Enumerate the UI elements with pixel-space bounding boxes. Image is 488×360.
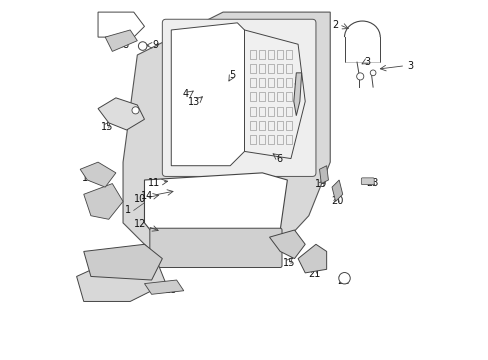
Polygon shape [293, 73, 301, 116]
Bar [258, 78, 264, 87]
Bar [267, 50, 274, 59]
Polygon shape [331, 180, 342, 202]
Bar [249, 78, 256, 87]
Polygon shape [298, 244, 326, 273]
Bar [276, 121, 283, 130]
FancyBboxPatch shape [162, 19, 315, 176]
Text: 1: 1 [125, 205, 131, 215]
Text: 14: 14 [141, 191, 153, 201]
Polygon shape [80, 162, 116, 187]
Polygon shape [123, 12, 329, 266]
Text: 11: 11 [148, 178, 160, 188]
Bar [258, 64, 264, 73]
Polygon shape [144, 173, 287, 258]
Bar [276, 93, 283, 102]
Bar [285, 93, 291, 102]
Text: 13: 13 [187, 97, 200, 107]
Text: 15: 15 [101, 122, 113, 132]
Polygon shape [244, 30, 305, 158]
Text: 18: 18 [165, 285, 177, 295]
Text: 8: 8 [122, 40, 129, 50]
Text: 20: 20 [330, 196, 343, 206]
Text: 10: 10 [134, 194, 146, 203]
Polygon shape [98, 98, 144, 130]
Bar [276, 107, 283, 116]
Text: 7: 7 [294, 77, 300, 87]
Bar [267, 135, 274, 144]
Bar [267, 107, 274, 116]
Bar [285, 107, 291, 116]
Text: 9: 9 [152, 40, 158, 50]
Bar [258, 135, 264, 144]
Text: 3: 3 [407, 61, 413, 71]
Polygon shape [319, 166, 328, 184]
Polygon shape [83, 244, 162, 280]
Bar [285, 135, 291, 144]
Bar [285, 64, 291, 73]
Polygon shape [171, 23, 244, 166]
Circle shape [138, 42, 147, 50]
Text: 16: 16 [82, 173, 94, 183]
Bar [267, 121, 274, 130]
Bar [276, 135, 283, 144]
Text: 22: 22 [337, 276, 349, 286]
Bar [249, 50, 256, 59]
Polygon shape [77, 258, 165, 301]
Text: 4: 4 [182, 89, 188, 99]
Text: 3: 3 [364, 57, 370, 67]
Bar [258, 93, 264, 102]
Bar [285, 50, 291, 59]
Bar [285, 78, 291, 87]
Bar [267, 93, 274, 102]
Polygon shape [144, 280, 183, 294]
Bar [249, 135, 256, 144]
Bar [249, 64, 256, 73]
Bar [267, 64, 274, 73]
Polygon shape [269, 230, 305, 258]
Circle shape [338, 273, 349, 284]
Bar [276, 50, 283, 59]
Circle shape [356, 73, 363, 80]
Text: 18: 18 [91, 201, 103, 211]
Bar [276, 64, 283, 73]
Circle shape [132, 107, 139, 114]
Bar [267, 78, 274, 87]
Text: 23: 23 [366, 178, 378, 188]
Bar [249, 107, 256, 116]
Text: 2: 2 [332, 19, 338, 30]
Bar [258, 107, 264, 116]
Text: 19: 19 [315, 179, 327, 189]
Polygon shape [98, 12, 144, 37]
Bar [276, 78, 283, 87]
Bar [249, 121, 256, 130]
Text: 15: 15 [283, 258, 295, 268]
Circle shape [369, 70, 375, 76]
Polygon shape [105, 30, 137, 51]
FancyBboxPatch shape [361, 178, 373, 185]
Bar [249, 93, 256, 102]
Bar [258, 50, 264, 59]
Text: 5: 5 [228, 69, 235, 80]
Bar [285, 121, 291, 130]
FancyBboxPatch shape [149, 228, 282, 267]
Bar [258, 121, 264, 130]
Text: 12: 12 [134, 219, 146, 229]
Text: 6: 6 [276, 154, 282, 164]
Text: 17: 17 [90, 291, 102, 301]
Text: 21: 21 [307, 269, 320, 279]
Polygon shape [83, 184, 123, 219]
